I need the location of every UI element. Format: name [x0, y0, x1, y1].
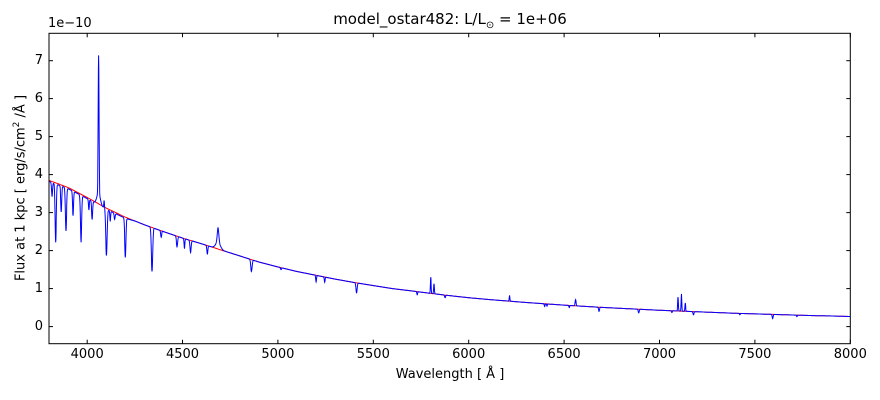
axes-frame: [48, 32, 851, 345]
x-tick-label: 6500: [547, 347, 581, 362]
x-tick-label: 5500: [356, 347, 390, 362]
plot-title: model_ostar482: L/L⊙ = 1e+06: [49, 9, 851, 31]
y-tick-label: 4: [34, 166, 43, 182]
spectrum-line: [49, 55, 851, 320]
x-tick-label: 4000: [70, 347, 104, 362]
solar-symbol-subscript: ⊙: [485, 20, 495, 31]
y-tick-label: 3: [34, 204, 43, 220]
x-tick-label: 7500: [738, 347, 772, 362]
axis-ticks: [49, 33, 851, 344]
y-tick-label: 0: [34, 318, 43, 334]
x-tick-label: 6000: [452, 347, 486, 362]
y-tick-label: 6: [34, 90, 43, 106]
plot-title-suffix: = 1e+06: [494, 10, 567, 28]
y-tick-label: 7: [34, 52, 43, 68]
plot-title-text: model_ostar482: L/L: [333, 10, 486, 28]
y-axis-offset-text: 1e−10: [48, 16, 92, 31]
y-tick-label: 1: [34, 280, 43, 296]
x-tick-label: 8000: [833, 347, 867, 362]
x-tick-label: 7000: [642, 347, 677, 362]
x-axis-label: Wavelength [ Å ]: [395, 367, 505, 382]
y-tick-label: 5: [34, 128, 43, 144]
x-tick-label: 5000: [261, 347, 295, 362]
x-tick-label: 4500: [165, 347, 200, 362]
y-tick-label: 2: [34, 242, 43, 258]
squared-superscript: 2: [12, 121, 22, 128]
